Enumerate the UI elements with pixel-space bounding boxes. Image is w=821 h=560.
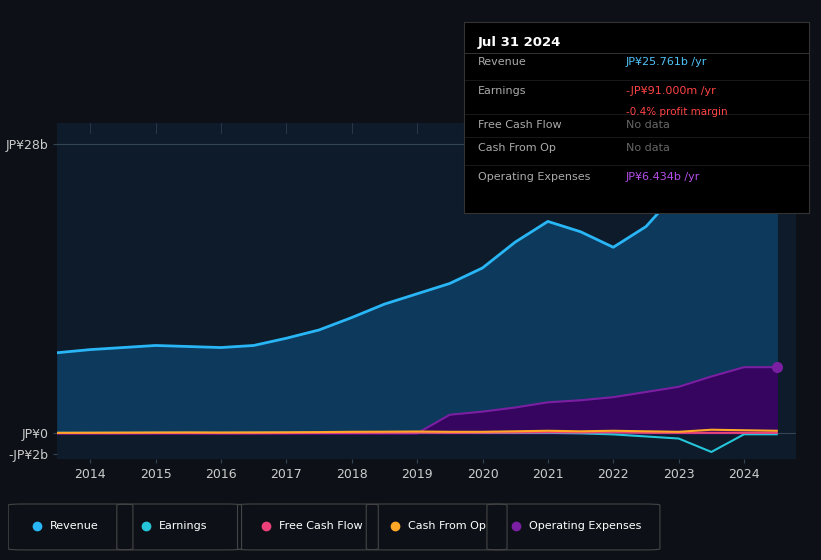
Text: Free Cash Flow: Free Cash Flow xyxy=(478,120,562,130)
Text: Operating Expenses: Operating Expenses xyxy=(529,521,641,531)
Text: Jul 31 2024: Jul 31 2024 xyxy=(478,36,561,49)
Text: Operating Expenses: Operating Expenses xyxy=(478,171,590,181)
Text: Revenue: Revenue xyxy=(50,521,99,531)
Text: -0.4% profit margin: -0.4% profit margin xyxy=(626,107,727,117)
Text: Earnings: Earnings xyxy=(158,521,207,531)
Text: Free Cash Flow: Free Cash Flow xyxy=(279,521,363,531)
Text: Cash From Op: Cash From Op xyxy=(408,521,486,531)
Text: Earnings: Earnings xyxy=(478,86,526,96)
Text: JP¥6.434b /yr: JP¥6.434b /yr xyxy=(626,171,700,181)
Text: Revenue: Revenue xyxy=(478,57,526,67)
Text: -JP¥91.000m /yr: -JP¥91.000m /yr xyxy=(626,86,716,96)
Text: No data: No data xyxy=(626,120,670,130)
Text: No data: No data xyxy=(626,143,670,153)
Text: Cash From Op: Cash From Op xyxy=(478,143,556,153)
Text: JP¥25.761b /yr: JP¥25.761b /yr xyxy=(626,57,708,67)
